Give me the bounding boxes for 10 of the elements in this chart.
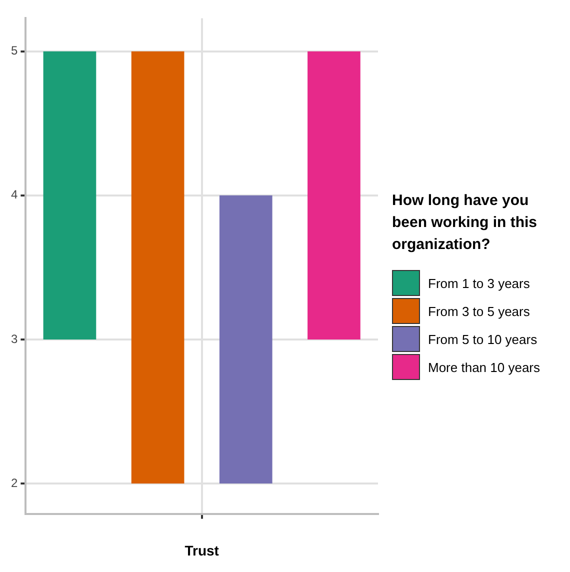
legend-label: From 1 to 3 years [428, 276, 530, 290]
legend-label: More than 10 years [428, 360, 540, 374]
legend-label: From 5 to 10 years [428, 332, 538, 346]
y-tick-label: 2 [10, 476, 18, 490]
y-tick-label: 4 [10, 188, 18, 202]
legend-label: From 3 to 5 years [428, 304, 530, 318]
y-tick-label: 5 [10, 44, 18, 58]
x-axis-title: Trust [184, 542, 220, 558]
legend-title: How long have you been working in this organization? [392, 191, 538, 255]
y-tick-label: 3 [10, 332, 18, 346]
